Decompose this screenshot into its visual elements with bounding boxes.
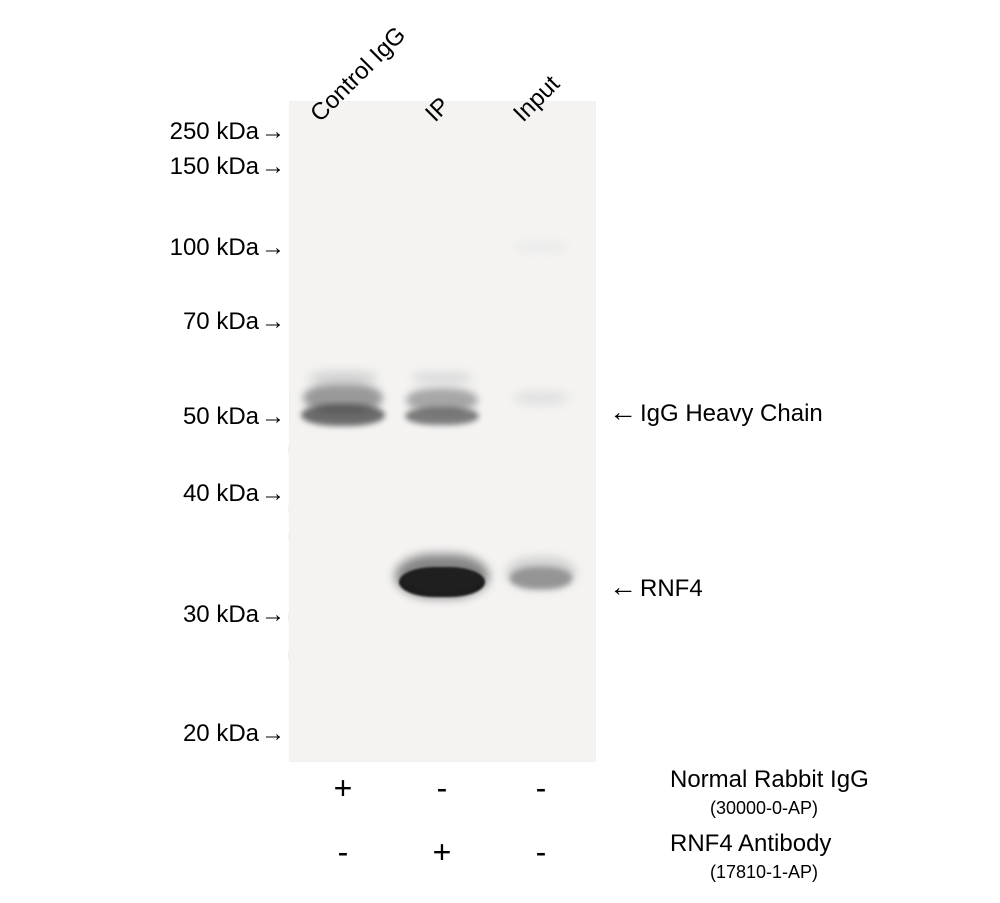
arrow-right-icon: →	[261, 118, 285, 146]
mw-marker: 40 kDa→	[183, 480, 285, 508]
blot-membrane	[289, 101, 596, 762]
condition-symbol: -	[526, 770, 556, 807]
mw-label-text: 250 kDa	[170, 118, 259, 145]
mw-label-text: 70 kDa	[183, 308, 259, 335]
arrow-right-icon: →	[261, 308, 285, 336]
blot-band	[513, 242, 569, 252]
mw-marker: 250 kDa→	[170, 118, 285, 146]
blot-band	[405, 407, 479, 425]
mw-label-text: 150 kDa	[170, 153, 259, 180]
arrow-right-icon: →	[261, 720, 285, 748]
band-annotation: RNF4	[640, 575, 703, 603]
blot-figure: WWW.PTGLAB.COM Control IgG IP Input 250 …	[0, 0, 1000, 903]
mw-marker: 100 kDa→	[170, 234, 285, 262]
blot-band	[301, 404, 385, 426]
mw-marker: 150 kDa→	[170, 153, 285, 181]
mw-marker: 70 kDa→	[183, 308, 285, 336]
mw-label-text: 30 kDa	[183, 601, 259, 628]
mw-marker: 20 kDa→	[183, 720, 285, 748]
condition-symbol: +	[427, 834, 457, 871]
blot-band	[513, 391, 569, 405]
blot-band	[411, 372, 473, 384]
arrow-left-icon: ←	[609, 398, 637, 426]
mw-label-text: 50 kDa	[183, 403, 259, 430]
blot-band	[506, 557, 576, 589]
condition-symbol: -	[328, 834, 358, 871]
arrow-right-icon: →	[261, 234, 285, 262]
arrow-right-icon: →	[261, 480, 285, 508]
condition-sublabel: (30000-0-AP)	[710, 798, 818, 819]
band-annotation: IgG Heavy Chain	[640, 400, 823, 428]
condition-symbol: +	[328, 770, 358, 807]
arrow-right-icon: →	[261, 601, 285, 629]
blot-band	[395, 554, 489, 598]
mw-label-text: 40 kDa	[183, 480, 259, 507]
blot-band	[308, 371, 378, 385]
condition-label: RNF4 Antibody	[670, 830, 831, 858]
condition-symbol: -	[526, 834, 556, 871]
condition-sublabel: (17810-1-AP)	[710, 862, 818, 883]
condition-symbol: -	[427, 770, 457, 807]
mw-marker: 50 kDa→	[183, 403, 285, 431]
mw-label-text: 20 kDa	[183, 720, 259, 747]
mw-marker: 30 kDa→	[183, 601, 285, 629]
condition-label: Normal Rabbit IgG	[670, 766, 869, 794]
arrow-left-icon: ←	[609, 573, 637, 601]
arrow-right-icon: →	[261, 153, 285, 181]
arrow-right-icon: →	[261, 403, 285, 431]
mw-label-text: 100 kDa	[170, 234, 259, 261]
